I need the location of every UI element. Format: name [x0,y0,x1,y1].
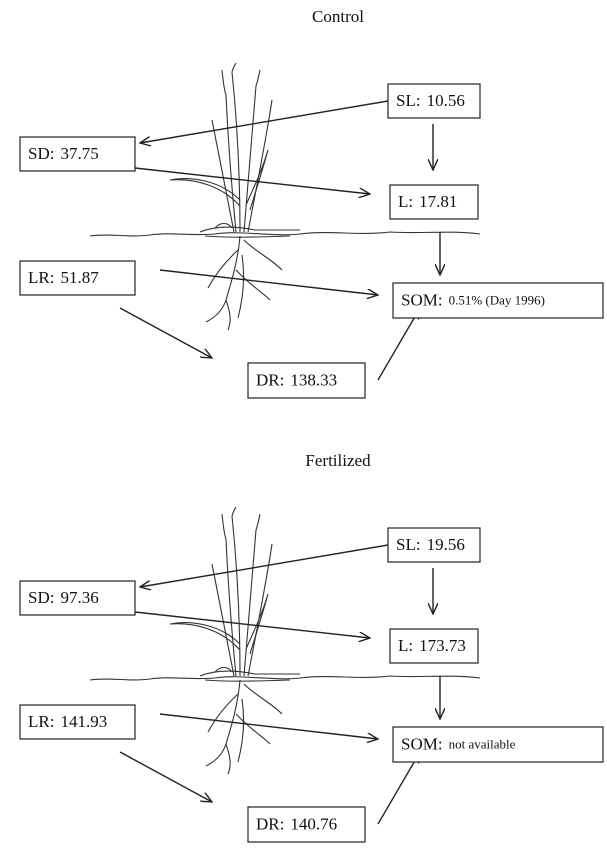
box-label: L: [398,192,413,211]
value-box: L: 17.81 [389,184,479,220]
box-value: 19.56 [427,535,465,554]
box-label: DR: [256,370,284,389]
box-text: SD: 37.75 [28,144,99,163]
value-box: DR: 138.33 [247,362,366,399]
panel: Control SL: 10.56 SD: 37.75 L: 17.81 LR: 51.87 SO… [19,7,604,399]
box-frame [392,282,604,319]
box-label: DR: [256,814,284,833]
box-frame [247,806,366,843]
box-text: SL: 10.56 [396,91,465,110]
box-text: SOM: not available [401,734,516,753]
box-frame [19,704,136,740]
arrow [159,713,378,739]
box-frame [19,580,136,616]
box-value: 17.81 [419,192,457,211]
box-frame [247,362,366,399]
arrow [140,544,389,587]
arrow [134,611,370,638]
box-value: 141.93 [60,712,107,731]
arrow [377,752,420,825]
box-frame [387,83,481,119]
box-label: SOM: [401,290,443,309]
box-frame [19,260,136,296]
box-frame [387,527,481,563]
arrow [159,269,378,295]
value-box: SL: 19.56 [387,527,481,563]
panel: Fertilized SL: 19.56 SD: 97.36 L: 173.73 LR: 141… [19,451,604,843]
box-text: LR: 141.93 [28,712,107,731]
box-frame [19,136,136,172]
arrow [134,167,370,194]
box-value: not available [449,736,516,751]
arrow [119,751,212,802]
arrow [140,100,389,143]
box-value: 37.75 [60,144,98,163]
box-text: SOM: 0.51% (Day 1996) [401,290,545,309]
box-value: 97.36 [60,588,98,607]
value-box: LR: 141.93 [19,704,136,740]
arrow [119,307,212,358]
box-label: LR: [28,712,54,731]
box-label: SD: [28,588,54,607]
box-value: 138.33 [290,370,337,389]
box-label: SL: [396,535,421,554]
box-text: SL: 19.56 [396,535,465,554]
box-text: L: 173.73 [398,636,466,655]
box-value: 51.87 [60,268,99,287]
value-box: SOM: not available [392,726,604,763]
box-frame [389,184,479,220]
box-text: SD: 97.36 [28,588,99,607]
value-box: SD: 37.75 [19,136,136,172]
arrow [377,308,420,381]
box-label: SD: [28,144,54,163]
value-box: SL: 10.56 [387,83,481,119]
box-text: DR: 140.76 [256,814,337,833]
value-box: LR: 51.87 [19,260,136,296]
panel-title: Fertilized [305,451,371,470]
value-box: SD: 97.36 [19,580,136,616]
box-value: 173.73 [419,636,466,655]
value-box: SOM: 0.51% (Day 1996) [392,282,604,319]
box-text: LR: 51.87 [28,268,99,287]
value-box: L: 173.73 [389,628,479,664]
box-text: L: 17.81 [398,192,457,211]
box-value: 10.56 [427,91,465,110]
box-text: DR: 138.33 [256,370,337,389]
box-label: SL: [396,91,421,110]
box-label: LR: [28,268,54,287]
box-frame [389,628,479,664]
box-label: SOM: [401,734,443,753]
panel-title: Control [312,7,364,26]
box-value: 0.51% (Day 1996) [449,292,545,307]
box-label: L: [398,636,413,655]
box-frame [392,726,604,763]
value-box: DR: 140.76 [247,806,366,843]
box-value: 140.76 [290,814,337,833]
